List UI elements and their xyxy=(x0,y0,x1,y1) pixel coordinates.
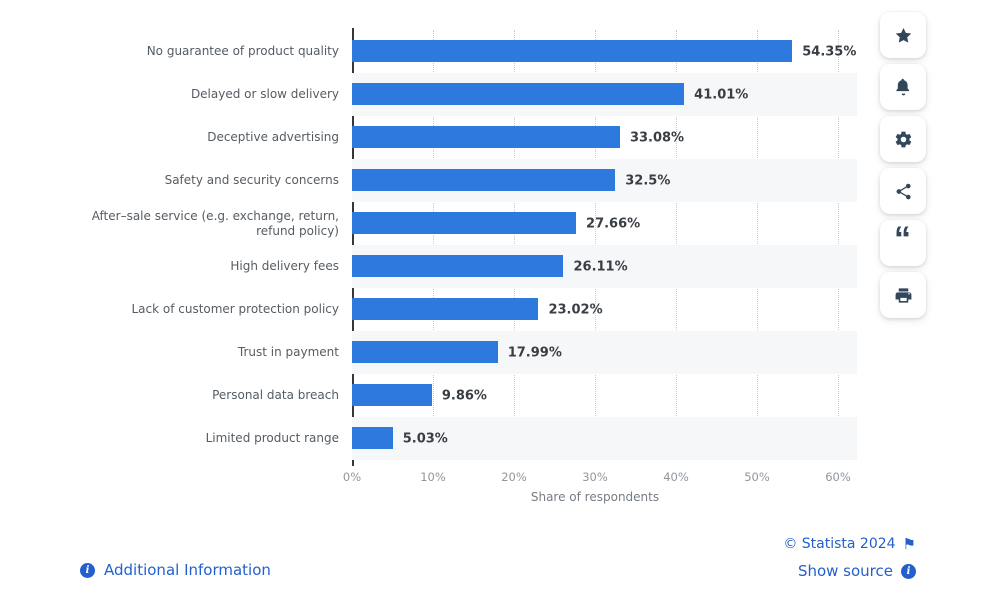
category-label: Limited product range xyxy=(205,431,339,445)
row-plot: 5.03% xyxy=(352,417,857,460)
additional-information-label: Additional Information xyxy=(104,561,271,579)
row-plot: 27.66% xyxy=(352,202,857,245)
row-plot: 9.86% xyxy=(352,374,857,417)
bar-value-label: 26.11% xyxy=(573,259,628,274)
chart-row: Safety and security concerns 32.5% xyxy=(60,159,857,202)
x-tick-label: 60% xyxy=(825,470,851,484)
print-button[interactable] xyxy=(880,272,926,318)
category-label: Personal data breach xyxy=(212,388,339,402)
bar[interactable] xyxy=(352,298,539,320)
show-source-label: Show source xyxy=(797,562,893,580)
bell-icon xyxy=(894,78,913,97)
x-tick-label: 10% xyxy=(420,470,446,484)
chart-row: Deceptive advertising 33.08% xyxy=(60,116,857,159)
show-source-link[interactable]: Show source i xyxy=(798,562,916,580)
row-plot: 17.99% xyxy=(352,331,857,374)
bar-value-label: 33.08% xyxy=(629,130,685,145)
share-button[interactable] xyxy=(880,168,926,214)
bar[interactable] xyxy=(352,83,685,105)
info-icon: i xyxy=(80,562,95,578)
bar-value-label: 17.99% xyxy=(507,345,562,360)
printer-icon xyxy=(894,286,913,305)
flag-icon: ⚑ xyxy=(902,534,916,553)
bar[interactable] xyxy=(352,341,498,363)
chart-row: High delivery fees 26.11% xyxy=(60,245,857,288)
bar[interactable] xyxy=(352,169,616,191)
footer-right: © Statista 2024 ⚑ Show source i xyxy=(783,536,916,580)
chart-rows: No guarantee of product quality 54.35% Del… xyxy=(60,30,857,460)
x-tick-label: 40% xyxy=(663,470,689,484)
category-label: Delayed or slow delivery xyxy=(190,87,339,101)
row-plot: 41.01% xyxy=(352,73,857,116)
bar-value-label: 5.03% xyxy=(402,431,448,446)
row-plot: 33.08% xyxy=(352,116,857,159)
x-tick-label: 50% xyxy=(744,470,770,484)
category-label: Safety and security concerns xyxy=(164,173,339,187)
settings-button[interactable] xyxy=(880,116,926,162)
chart-row: Delayed or slow delivery 41.01% xyxy=(60,73,857,116)
cite-button[interactable]: “ xyxy=(880,220,926,266)
bar[interactable] xyxy=(352,384,432,406)
chart-row: Lack of customer protection policy 23.02% xyxy=(60,288,857,331)
copyright-label: © Statista 2024 xyxy=(783,536,896,552)
chart-toolbar: “ xyxy=(880,12,926,318)
share-icon xyxy=(894,182,913,201)
bar-value-label: 23.02% xyxy=(548,302,603,317)
favorite-button[interactable] xyxy=(880,12,926,58)
additional-information-link[interactable]: i Additional Information xyxy=(80,561,271,579)
statista-copyright[interactable]: © Statista 2024 ⚑ xyxy=(783,536,916,552)
bar-value-label: 9.86% xyxy=(441,388,487,403)
bar[interactable] xyxy=(352,427,393,449)
category-label: Trust in payment xyxy=(237,345,339,359)
x-tick-label: 20% xyxy=(501,470,527,484)
category-label: Lack of customer protection policy xyxy=(131,302,339,316)
row-plot: 32.5% xyxy=(352,159,857,202)
chart-row: Limited product range 5.03% xyxy=(60,417,857,460)
bar-value-label: 54.35% xyxy=(802,44,857,59)
row-plot: 54.35% xyxy=(352,30,857,73)
chart-row: Trust in payment 17.99% xyxy=(60,331,857,374)
x-tick-label: 30% xyxy=(582,470,608,484)
category-label: High delivery fees xyxy=(230,259,339,273)
chart-row: No guarantee of product quality 54.35% xyxy=(60,30,857,73)
bar[interactable] xyxy=(352,212,577,234)
bar[interactable] xyxy=(352,126,620,148)
chart-row: After–sale service (e.g. exchange, retur… xyxy=(60,202,857,245)
category-label: No guarantee of product quality xyxy=(146,44,339,58)
category-label: Deceptive advertising xyxy=(207,130,339,144)
bar[interactable] xyxy=(352,40,793,62)
bar-value-label: 27.66% xyxy=(586,216,641,231)
gear-icon xyxy=(894,130,913,149)
category-label: After–sale service (e.g. exchange, retur… xyxy=(91,208,339,238)
bar-value-label: 32.5% xyxy=(625,173,671,188)
notification-button[interactable] xyxy=(880,64,926,110)
quote-icon: “ xyxy=(894,220,912,258)
x-tick-label: 0% xyxy=(342,470,362,484)
chart-row: Personal data breach 9.86% xyxy=(60,374,857,417)
row-plot: 23.02% xyxy=(352,288,857,331)
bar[interactable] xyxy=(352,255,564,277)
info-icon: i xyxy=(901,563,916,579)
x-axis-title: Share of respondents xyxy=(530,490,660,504)
row-plot: 26.11% xyxy=(352,245,857,288)
bar-value-label: 41.01% xyxy=(694,87,749,102)
star-icon xyxy=(894,26,913,45)
